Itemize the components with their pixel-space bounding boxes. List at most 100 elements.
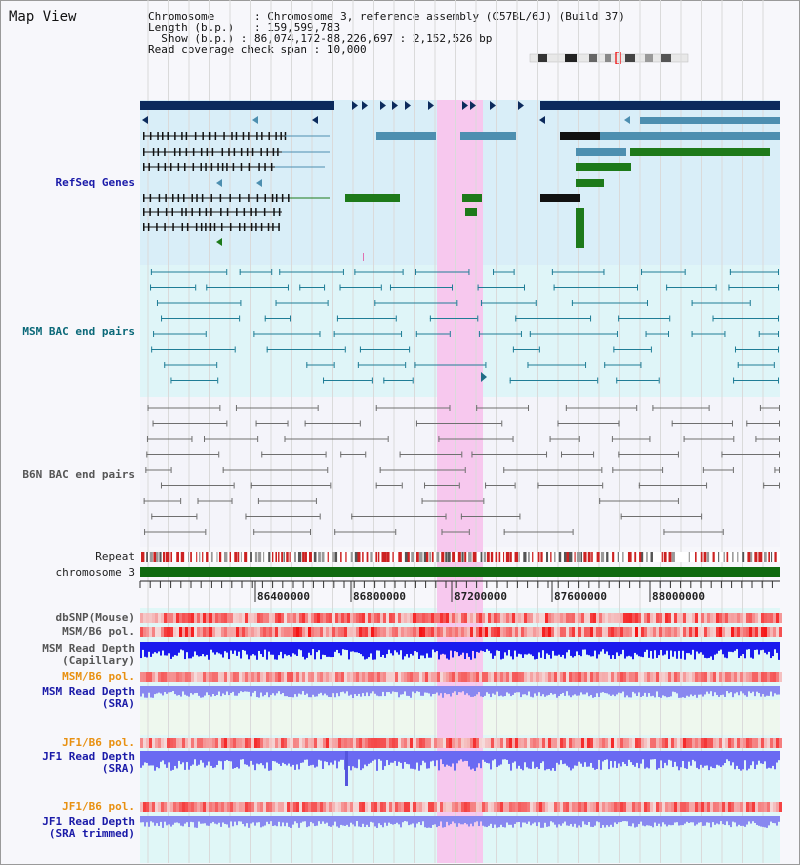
heat-cell	[482, 738, 485, 748]
msm-bac-pair-end	[383, 377, 385, 384]
depth-bar	[740, 816, 742, 826]
depth-bar	[490, 751, 492, 770]
depth-bar	[632, 816, 634, 824]
heat-cell	[647, 627, 650, 637]
gene-arrow	[312, 116, 318, 124]
depth-bar	[562, 816, 564, 824]
depth-bar	[624, 686, 626, 698]
heat-cell	[233, 738, 236, 748]
heat-cell	[419, 627, 422, 637]
heat-cell	[668, 627, 671, 637]
depth-bar	[158, 751, 160, 769]
depth-bar	[774, 751, 776, 770]
heat-cell	[593, 802, 596, 812]
depth-bar	[158, 816, 160, 826]
heat-cell	[158, 802, 161, 812]
msm-bac-pair-end	[485, 362, 487, 368]
heat-cell	[512, 738, 515, 748]
heat-cell	[722, 802, 725, 812]
heat-cell	[317, 738, 320, 748]
heat-cell	[545, 672, 548, 682]
heat-cell	[500, 802, 503, 812]
msm-bac-pair-end	[618, 315, 620, 322]
depth-bar	[242, 751, 244, 760]
depth-bar	[766, 642, 768, 655]
depth-bar	[154, 751, 156, 771]
heat-cell	[320, 672, 323, 682]
gene-exon	[157, 163, 160, 171]
repeat-element	[419, 552, 423, 562]
depth-bar	[240, 642, 242, 659]
depth-bar	[476, 642, 478, 652]
heat-cell	[497, 672, 500, 682]
repeat-element	[566, 552, 570, 562]
depth-bar	[652, 751, 654, 760]
depth-bar	[224, 642, 226, 652]
gene-exon	[251, 148, 254, 156]
gene-exon	[209, 223, 212, 231]
depth-bar	[250, 686, 252, 697]
msm-bac-pair-end	[319, 331, 321, 337]
gene-exon	[233, 148, 236, 156]
heat-cell	[179, 613, 182, 623]
heat-cell	[497, 738, 500, 748]
gene-exon	[143, 194, 145, 202]
depth-bar	[702, 686, 704, 697]
chromosome-ideogram[interactable]	[527, 52, 692, 64]
repeat-element	[289, 552, 291, 562]
repeat-element	[612, 552, 615, 562]
depth-bar	[634, 686, 636, 694]
heat-cell	[563, 738, 566, 748]
depth-spike	[345, 751, 348, 786]
heat-cell	[428, 738, 431, 748]
heat-cell	[566, 613, 569, 623]
depth-bar	[300, 642, 302, 651]
repeat-element	[340, 552, 342, 562]
depth-bar	[520, 686, 522, 698]
heat-cell	[206, 613, 209, 623]
gene-exon	[208, 132, 211, 140]
depth-bar	[396, 816, 398, 823]
repeat-element	[357, 552, 361, 562]
depth-bar	[578, 751, 580, 762]
depth-bar	[292, 751, 294, 765]
depth-bar	[558, 642, 560, 655]
depth-bar	[156, 751, 158, 768]
gene-block	[462, 194, 482, 202]
heat-cell	[686, 627, 689, 637]
depth-bar	[384, 751, 386, 767]
b6n-bac-pair-end	[677, 498, 679, 504]
depth-bar	[546, 642, 548, 654]
depth-bar	[320, 686, 322, 693]
depth-bar	[406, 816, 408, 822]
depth-bar	[544, 686, 546, 697]
depth-bar	[286, 686, 288, 697]
depth-bar	[722, 751, 724, 766]
depth-bar	[720, 642, 722, 650]
depth-bar	[400, 642, 402, 651]
heat-cell	[473, 672, 476, 682]
depth-bar	[592, 751, 594, 768]
depth-bar	[622, 642, 624, 650]
depth-bar	[186, 816, 188, 823]
depth-bar	[454, 642, 456, 652]
heat-cell	[614, 627, 617, 637]
depth-bar	[422, 816, 424, 822]
heat-cell	[335, 627, 338, 637]
heat-cell	[647, 672, 650, 682]
heat-cell	[161, 627, 164, 637]
depth-bar	[656, 816, 658, 826]
heat-cell	[368, 672, 371, 682]
depth-bar	[612, 816, 614, 827]
depth-bar	[150, 816, 152, 822]
heat-cell	[665, 627, 668, 637]
depth-bar	[692, 686, 694, 697]
depth-bar	[428, 642, 430, 658]
depth-bar	[486, 816, 488, 828]
depth-bar	[702, 642, 704, 655]
depth-bar	[340, 816, 342, 825]
heat-cell	[524, 738, 527, 748]
gene-block	[540, 101, 780, 110]
heat-cell	[545, 627, 548, 637]
